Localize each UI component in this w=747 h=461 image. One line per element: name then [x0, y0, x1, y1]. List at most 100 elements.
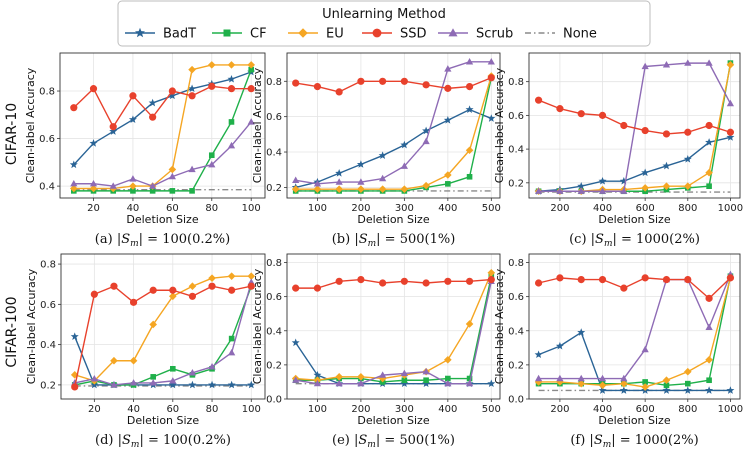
y-tick-label: 0.6	[508, 292, 524, 303]
point-cf	[642, 379, 648, 385]
point-scrub	[444, 379, 452, 387]
point-ssd	[641, 126, 649, 135]
point-cf	[149, 188, 156, 194]
point-scrub	[188, 165, 196, 173]
y-tick-label: 0.8	[508, 258, 524, 269]
y-tick-label: 0.2	[508, 360, 524, 371]
point-cf	[445, 375, 451, 382]
y-tick-label: 0.4	[266, 326, 282, 337]
y-tick-label: 0.6	[508, 111, 524, 122]
y-axis-label: Clean-label Accuracy	[493, 268, 506, 384]
x-tick-label: 400	[438, 404, 457, 415]
point-scrub	[662, 61, 671, 68]
series-line-scrub	[74, 282, 252, 386]
x-tick-label: 400	[438, 203, 457, 214]
x-tick-label: 40	[127, 404, 140, 415]
legend-marker-ssd	[372, 28, 382, 38]
point-ssd	[422, 81, 430, 89]
point-scrub	[577, 187, 585, 194]
y-tick-label: 0.8	[266, 77, 282, 88]
y-tick-label: 0.2	[266, 360, 282, 371]
point-ssd	[726, 128, 735, 136]
point-badt	[487, 379, 496, 388]
point-badt	[208, 380, 217, 389]
series-line-cf	[295, 276, 492, 383]
point-ssd	[487, 275, 495, 284]
point-eu	[465, 320, 474, 328]
panel-f: 200 400 600 800 1000 0.0 0.2 0.4 0.6 0.8 Deletion …	[493, 253, 743, 450]
point-scrub	[313, 180, 322, 187]
y-tick-label: 0.4	[508, 326, 524, 337]
legend-label-badt: BadT	[163, 27, 196, 42]
point-badt	[109, 127, 118, 135]
point-scrub	[208, 362, 216, 370]
y-tick-label: 0.4	[39, 182, 55, 193]
point-ssd	[620, 284, 628, 292]
point-eu	[378, 374, 387, 383]
plot-frame	[59, 52, 266, 199]
legend-label-eu: EU	[326, 27, 344, 42]
point-eu	[662, 182, 671, 190]
point-scrub	[129, 175, 137, 182]
point-eu	[247, 61, 256, 69]
panel-a: 20 40 60 80 100 0.4 0.6 0.8 Deletion Size Clean-l…	[24, 52, 266, 249]
legend-marker-eu	[298, 28, 308, 38]
legend-entry-badt: BadT	[125, 27, 196, 42]
panel-caption: (a) |Sm| = 100(0.2%)	[95, 232, 230, 249]
plot-area	[287, 53, 500, 198]
point-eu	[422, 181, 430, 190]
point-badt	[443, 116, 452, 124]
point-badt	[465, 105, 474, 113]
y-axis-label: Clean-label Accuracy	[25, 268, 38, 384]
point-badt	[619, 386, 628, 394]
plot-frame	[286, 52, 501, 199]
point-scrub	[292, 376, 300, 383]
x-tick-label: 200	[351, 203, 370, 214]
point-eu	[444, 171, 452, 179]
x-tick-label: 1000	[718, 404, 743, 415]
point-scrub	[422, 137, 430, 145]
point-ssd	[577, 275, 585, 284]
point-scrub	[641, 62, 649, 70]
series-line-scrub	[538, 62, 732, 192]
point-ssd	[357, 77, 365, 85]
point-eu	[465, 146, 474, 155]
point-ssd	[422, 279, 430, 287]
point-scrub	[169, 377, 177, 384]
point-ssd	[169, 286, 177, 294]
point-cf	[169, 188, 176, 194]
x-tick-label: 200	[351, 404, 370, 415]
point-ssd	[335, 277, 343, 285]
series-line-ssd	[74, 285, 252, 388]
legend-entry-cf: CF	[212, 27, 267, 42]
x-tick-label: 800	[678, 404, 697, 415]
point-eu	[400, 185, 409, 193]
point-scrub	[641, 345, 649, 353]
x-axis-label: Deletion Size	[357, 213, 429, 226]
point-cf	[150, 374, 156, 380]
point-eu	[357, 373, 365, 381]
point-cf	[445, 181, 451, 187]
point-eu	[313, 185, 322, 193]
legend-label-cf: CF	[250, 27, 267, 42]
point-scrub	[620, 187, 628, 194]
series-line-ssd	[538, 99, 731, 135]
y-tick-label: 0.4	[266, 148, 282, 159]
y-tick-label: 0.8	[508, 77, 524, 88]
panel-caption: (e) |Sm| = 500(1%)	[332, 433, 455, 450]
point-scrub	[149, 379, 157, 386]
x-tick-label: 600	[636, 404, 655, 415]
series-group	[70, 272, 256, 391]
point-ssd	[379, 279, 387, 287]
point-ssd	[465, 277, 474, 285]
series-line-ssd	[295, 77, 492, 93]
y-tick-label: 0.2	[508, 178, 524, 189]
point-ssd	[620, 121, 628, 130]
series-line-scrub	[73, 121, 252, 187]
point-eu	[357, 185, 365, 193]
panel-caption: (f) |Sm| = 1000(2%)	[570, 433, 698, 450]
point-badt	[400, 379, 409, 388]
point-eu	[577, 379, 586, 388]
y-tick-label: 0.8	[39, 87, 55, 98]
legend-title: Unlearning Method	[322, 7, 446, 22]
